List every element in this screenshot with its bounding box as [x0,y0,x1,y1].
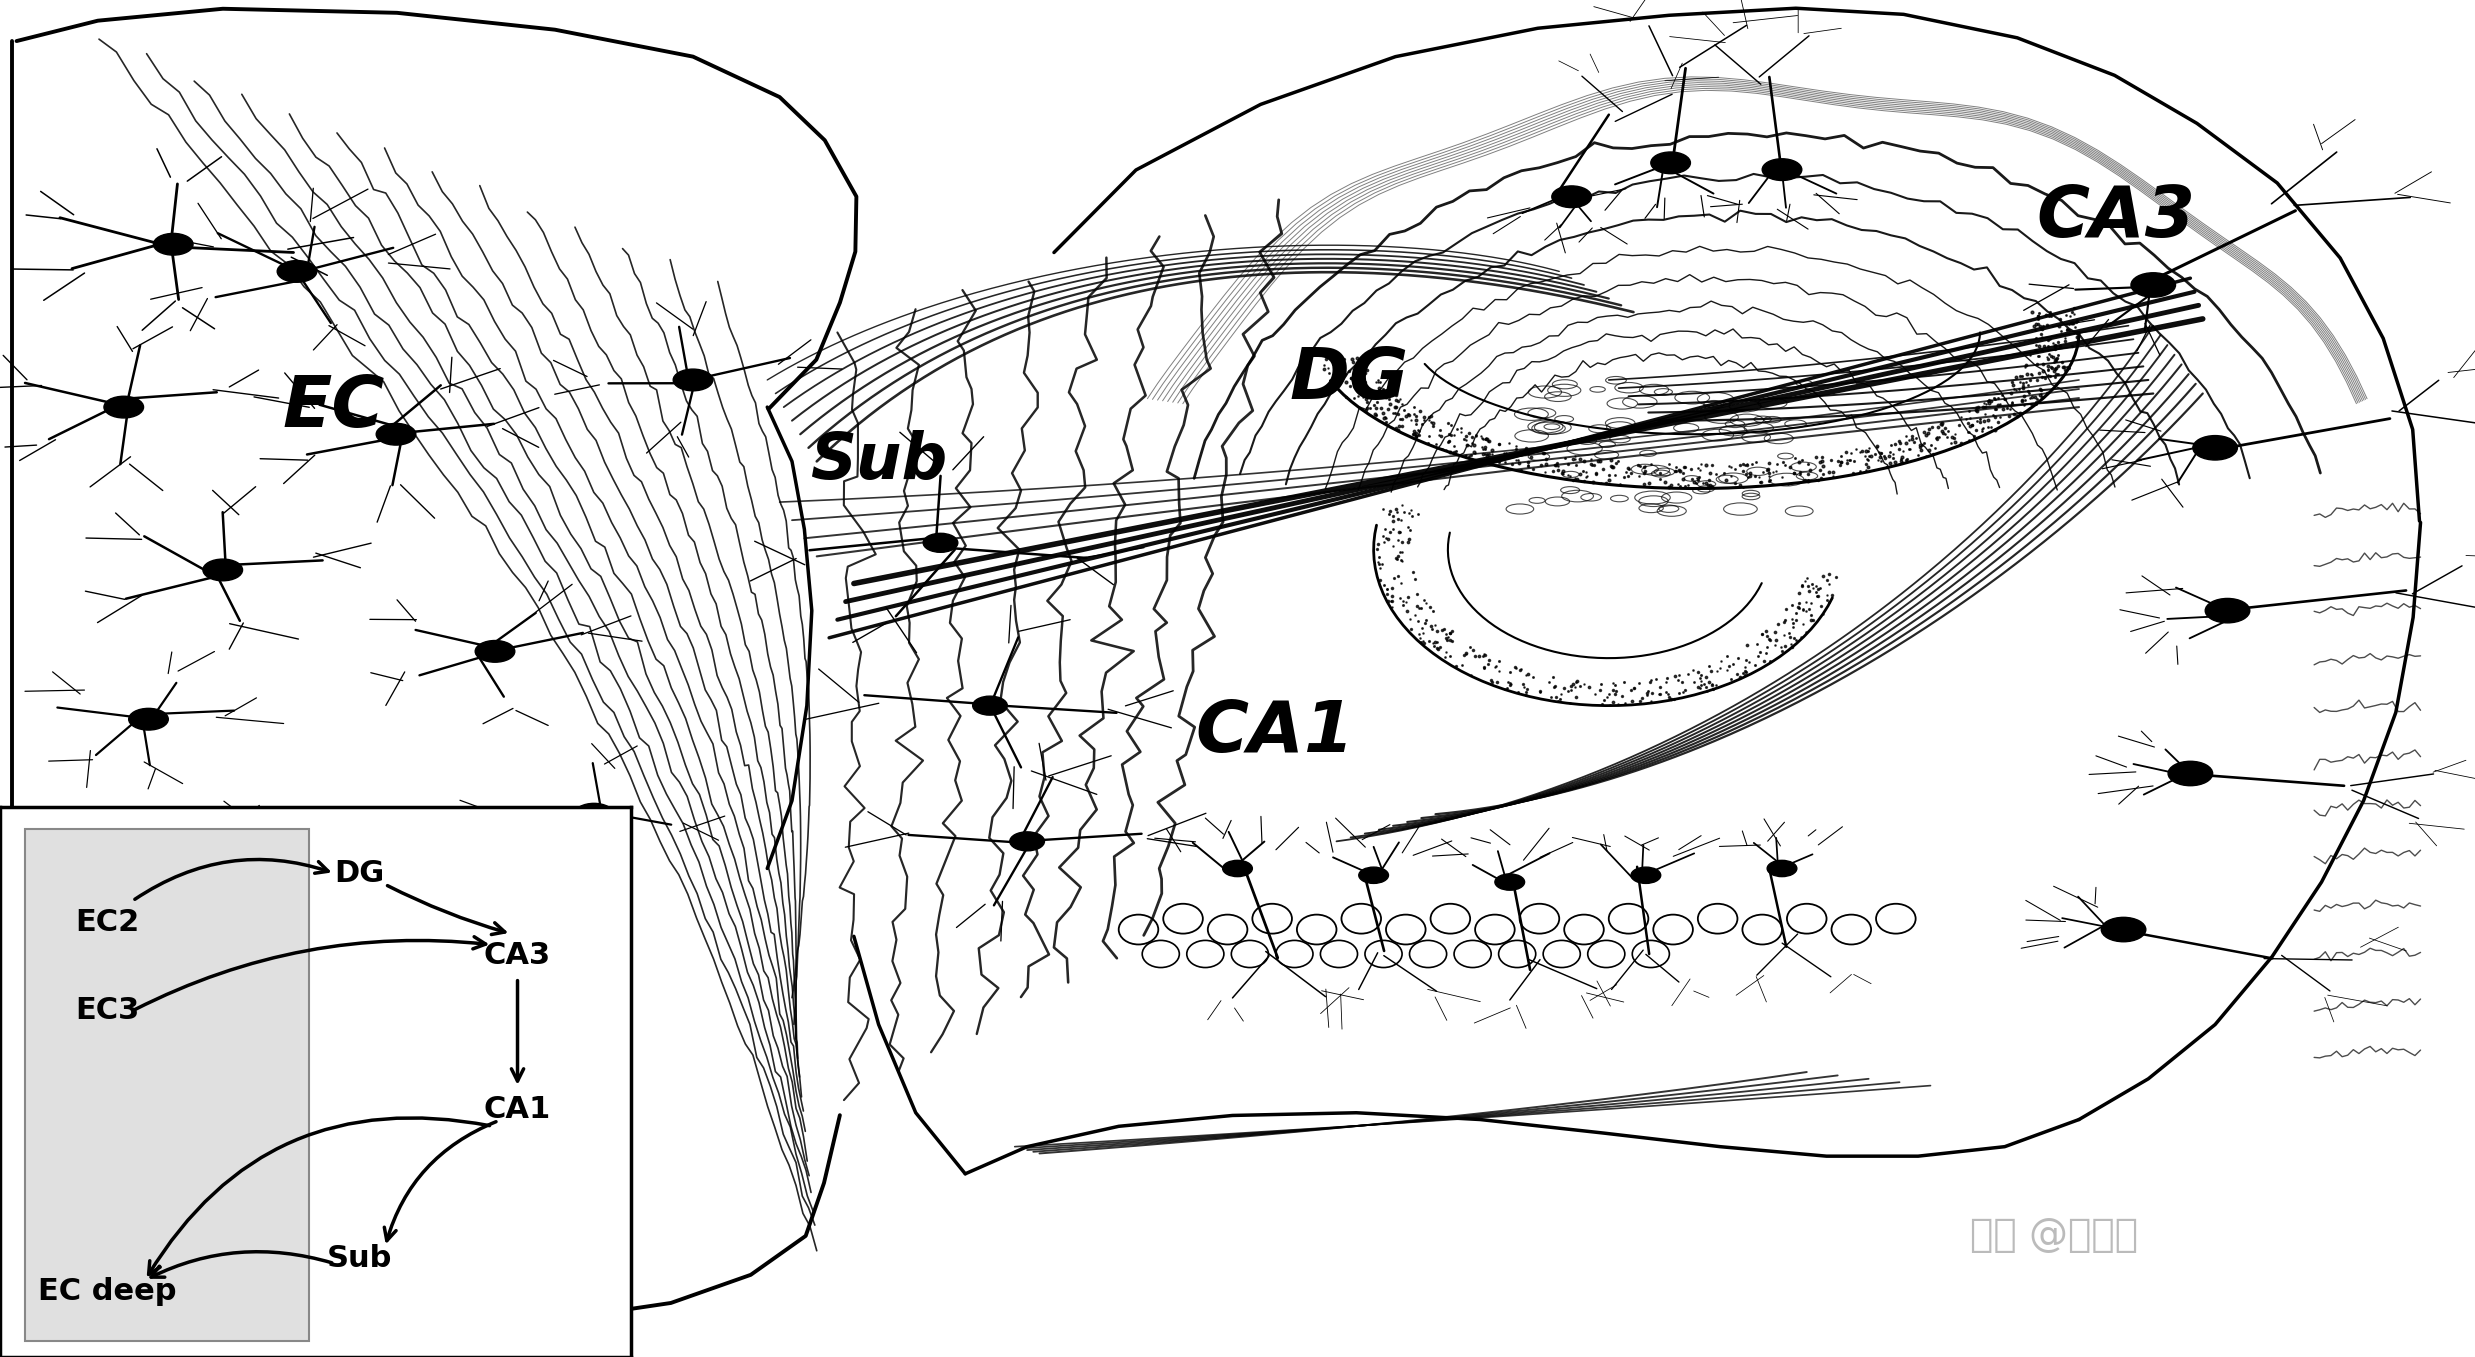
Circle shape [1223,860,1252,877]
Circle shape [2205,598,2250,623]
Text: CA3: CA3 [485,942,552,970]
Circle shape [2168,761,2213,786]
Text: EC2: EC2 [74,908,139,938]
Text: CA3: CA3 [2037,183,2195,251]
Text: Sub: Sub [327,1243,394,1273]
Circle shape [104,396,144,418]
Circle shape [2193,436,2237,460]
Circle shape [673,369,713,391]
Circle shape [923,533,958,552]
Circle shape [129,708,168,730]
Text: EC deep: EC deep [37,1277,176,1305]
Text: Sub: Sub [809,430,948,493]
Text: CA1: CA1 [485,1095,552,1124]
Circle shape [1495,874,1525,890]
Circle shape [2101,917,2146,942]
Circle shape [153,233,193,255]
FancyBboxPatch shape [25,829,309,1341]
Circle shape [277,261,317,282]
Text: CA1: CA1 [1195,699,1354,767]
Circle shape [376,423,416,445]
Circle shape [228,858,267,879]
Circle shape [1552,186,1591,208]
Circle shape [1631,867,1661,883]
Circle shape [574,803,614,825]
Text: 知乎 @柿子君: 知乎 @柿子君 [1970,1216,2138,1254]
Circle shape [475,641,515,662]
Circle shape [1359,867,1388,883]
Text: DG: DG [334,859,386,887]
Circle shape [1767,860,1797,877]
Circle shape [1010,832,1044,851]
Text: EC3: EC3 [74,996,139,1026]
Circle shape [203,559,243,581]
Circle shape [2131,273,2176,297]
Circle shape [1762,159,1802,180]
Text: DG: DG [1289,346,1408,414]
Circle shape [973,696,1007,715]
Text: EC: EC [282,373,386,441]
Circle shape [1651,152,1690,174]
